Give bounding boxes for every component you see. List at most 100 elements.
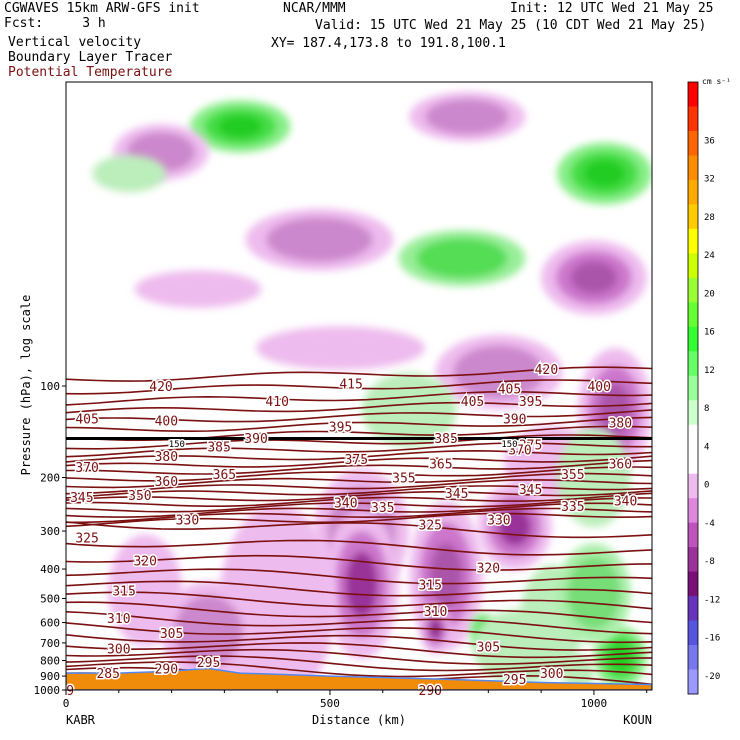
terrain — [66, 667, 652, 690]
theta-label: 400 — [155, 415, 178, 430]
velocity-blob — [92, 154, 167, 193]
colorbar-swatch — [688, 302, 698, 328]
theta-contour-line — [66, 434, 652, 450]
colorbar-unit: cm s⁻¹ — [702, 77, 731, 86]
org-label: NCAR/MMM — [283, 1, 346, 16]
colorbar-swatch — [688, 473, 698, 499]
colorbar-swatch — [688, 375, 698, 401]
velocity-contour-fill — [92, 154, 167, 193]
colorbar-swatch — [688, 130, 698, 156]
theta-contour-line — [66, 591, 652, 610]
velocity-blob — [556, 142, 652, 205]
colorbar-swatch — [688, 571, 698, 597]
y-tick-label: 400 — [40, 563, 60, 576]
theta-contour-line — [66, 580, 652, 597]
colorbar-label: -4 — [704, 519, 715, 529]
colorbar-swatch — [688, 645, 698, 671]
theta-label: 380 — [155, 450, 178, 465]
y-tick-label: 100 — [40, 380, 60, 393]
theta-contour-line — [66, 622, 652, 644]
y-tick-label: 1000 — [34, 684, 61, 697]
y-tick-label: 500 — [40, 592, 60, 605]
velocity-blob — [398, 230, 526, 287]
theta-contour-line — [66, 449, 652, 463]
theta-contour-line — [66, 459, 652, 475]
velocity-contour-fill — [562, 654, 594, 690]
theta-label: 400 — [587, 380, 610, 395]
theta-label: 350 — [128, 489, 151, 504]
colorbar-swatch — [688, 424, 698, 450]
theta-label: 390 — [503, 413, 526, 428]
colorbar-swatch — [688, 522, 698, 548]
theta-contour-line — [66, 472, 652, 489]
x-tick-label: 0 — [63, 697, 70, 710]
colorbar-frame — [687, 81, 699, 695]
theta-label: 325 — [419, 518, 442, 533]
theta-label: 375 — [345, 453, 368, 468]
theta-contour-line — [66, 521, 652, 539]
velocity-blob — [409, 91, 526, 142]
theta-label: 370 — [508, 444, 531, 459]
theta-contour-line — [66, 485, 652, 499]
theta-label-layer: 420 415 420 410 405 405 400 405 400 395 395 390 380 3… — [65, 362, 639, 701]
colorbar-label: 0 — [704, 481, 709, 491]
theta-contour-line — [66, 366, 652, 382]
velocity-contour-fill — [345, 551, 378, 618]
velocity-contour-fill — [218, 114, 263, 138]
theta-contour-line — [66, 634, 652, 651]
theta-label: 405 — [461, 395, 484, 410]
velocity-contour-fill — [266, 217, 373, 262]
colorbar-swatch — [688, 277, 698, 303]
theta-label: 330 — [176, 514, 199, 529]
init-time: Init: 12 UTC Wed 21 May 25 — [510, 1, 714, 16]
theta-contour-line — [66, 416, 652, 433]
theta-label: 330 — [487, 514, 510, 529]
y-tick-label: 900 — [40, 670, 60, 683]
colorbar-label: 4 — [704, 442, 709, 452]
colorbar-label: 36 — [704, 136, 715, 146]
theta-label: 415 — [339, 377, 362, 392]
theta-label: 340 — [334, 497, 357, 512]
theta-contour-line — [66, 512, 652, 528]
velocity-blob — [190, 100, 291, 153]
theta-label: 360 — [609, 458, 632, 473]
colorbar-label: 16 — [704, 328, 715, 338]
theta-label: 320 — [133, 555, 156, 570]
colorbar-swatch — [688, 155, 698, 181]
theta-contour-line — [66, 648, 652, 665]
velocity-blob — [541, 240, 647, 315]
theta-label: 315 — [112, 584, 135, 599]
theta-label: 295 — [503, 673, 526, 688]
colorbar-label: 8 — [704, 404, 709, 414]
x-tick-label: 1000 — [581, 697, 608, 710]
colorbar-swatch — [688, 669, 698, 695]
theta-contour-line — [66, 390, 652, 406]
colorbar-label: -20 — [704, 672, 720, 682]
theta-label: 370 — [75, 461, 98, 476]
colorbar-label: -12 — [704, 595, 720, 605]
colorbar-label: -8 — [704, 557, 715, 567]
y-axis-label: Pressure (hPa), log scale — [19, 295, 33, 476]
theta-label: 335 — [561, 500, 584, 515]
colorbar-swatch — [688, 179, 698, 205]
valid-time: Valid: 15 UTC Wed 21 May 25 (10 CDT Wed … — [315, 18, 707, 33]
theta-contour-line — [66, 492, 652, 507]
colorbar-swatch — [688, 449, 698, 475]
theta-label: 320 — [477, 561, 500, 576]
field-label-potential-temperature: Potential Temperature — [8, 65, 173, 80]
colorbar-label: 32 — [704, 175, 715, 185]
theta-label: 345 — [70, 491, 93, 506]
theta-contour-line — [66, 554, 652, 571]
theta-label: 380 — [609, 417, 632, 432]
colorbar-label: -16 — [704, 634, 720, 644]
theta-label: 290 — [419, 684, 442, 699]
model-title: CGWAVES 15km ARW-GFS init — [4, 1, 200, 16]
theta-label: 385 — [207, 440, 230, 455]
theta-label: 405 — [75, 413, 98, 428]
velocity-blob — [256, 326, 426, 370]
theta-label: 420 — [149, 380, 172, 395]
theta-label: 410 — [265, 395, 288, 410]
theta-label: 375 — [519, 439, 542, 454]
theta-label: 345 — [445, 487, 468, 502]
